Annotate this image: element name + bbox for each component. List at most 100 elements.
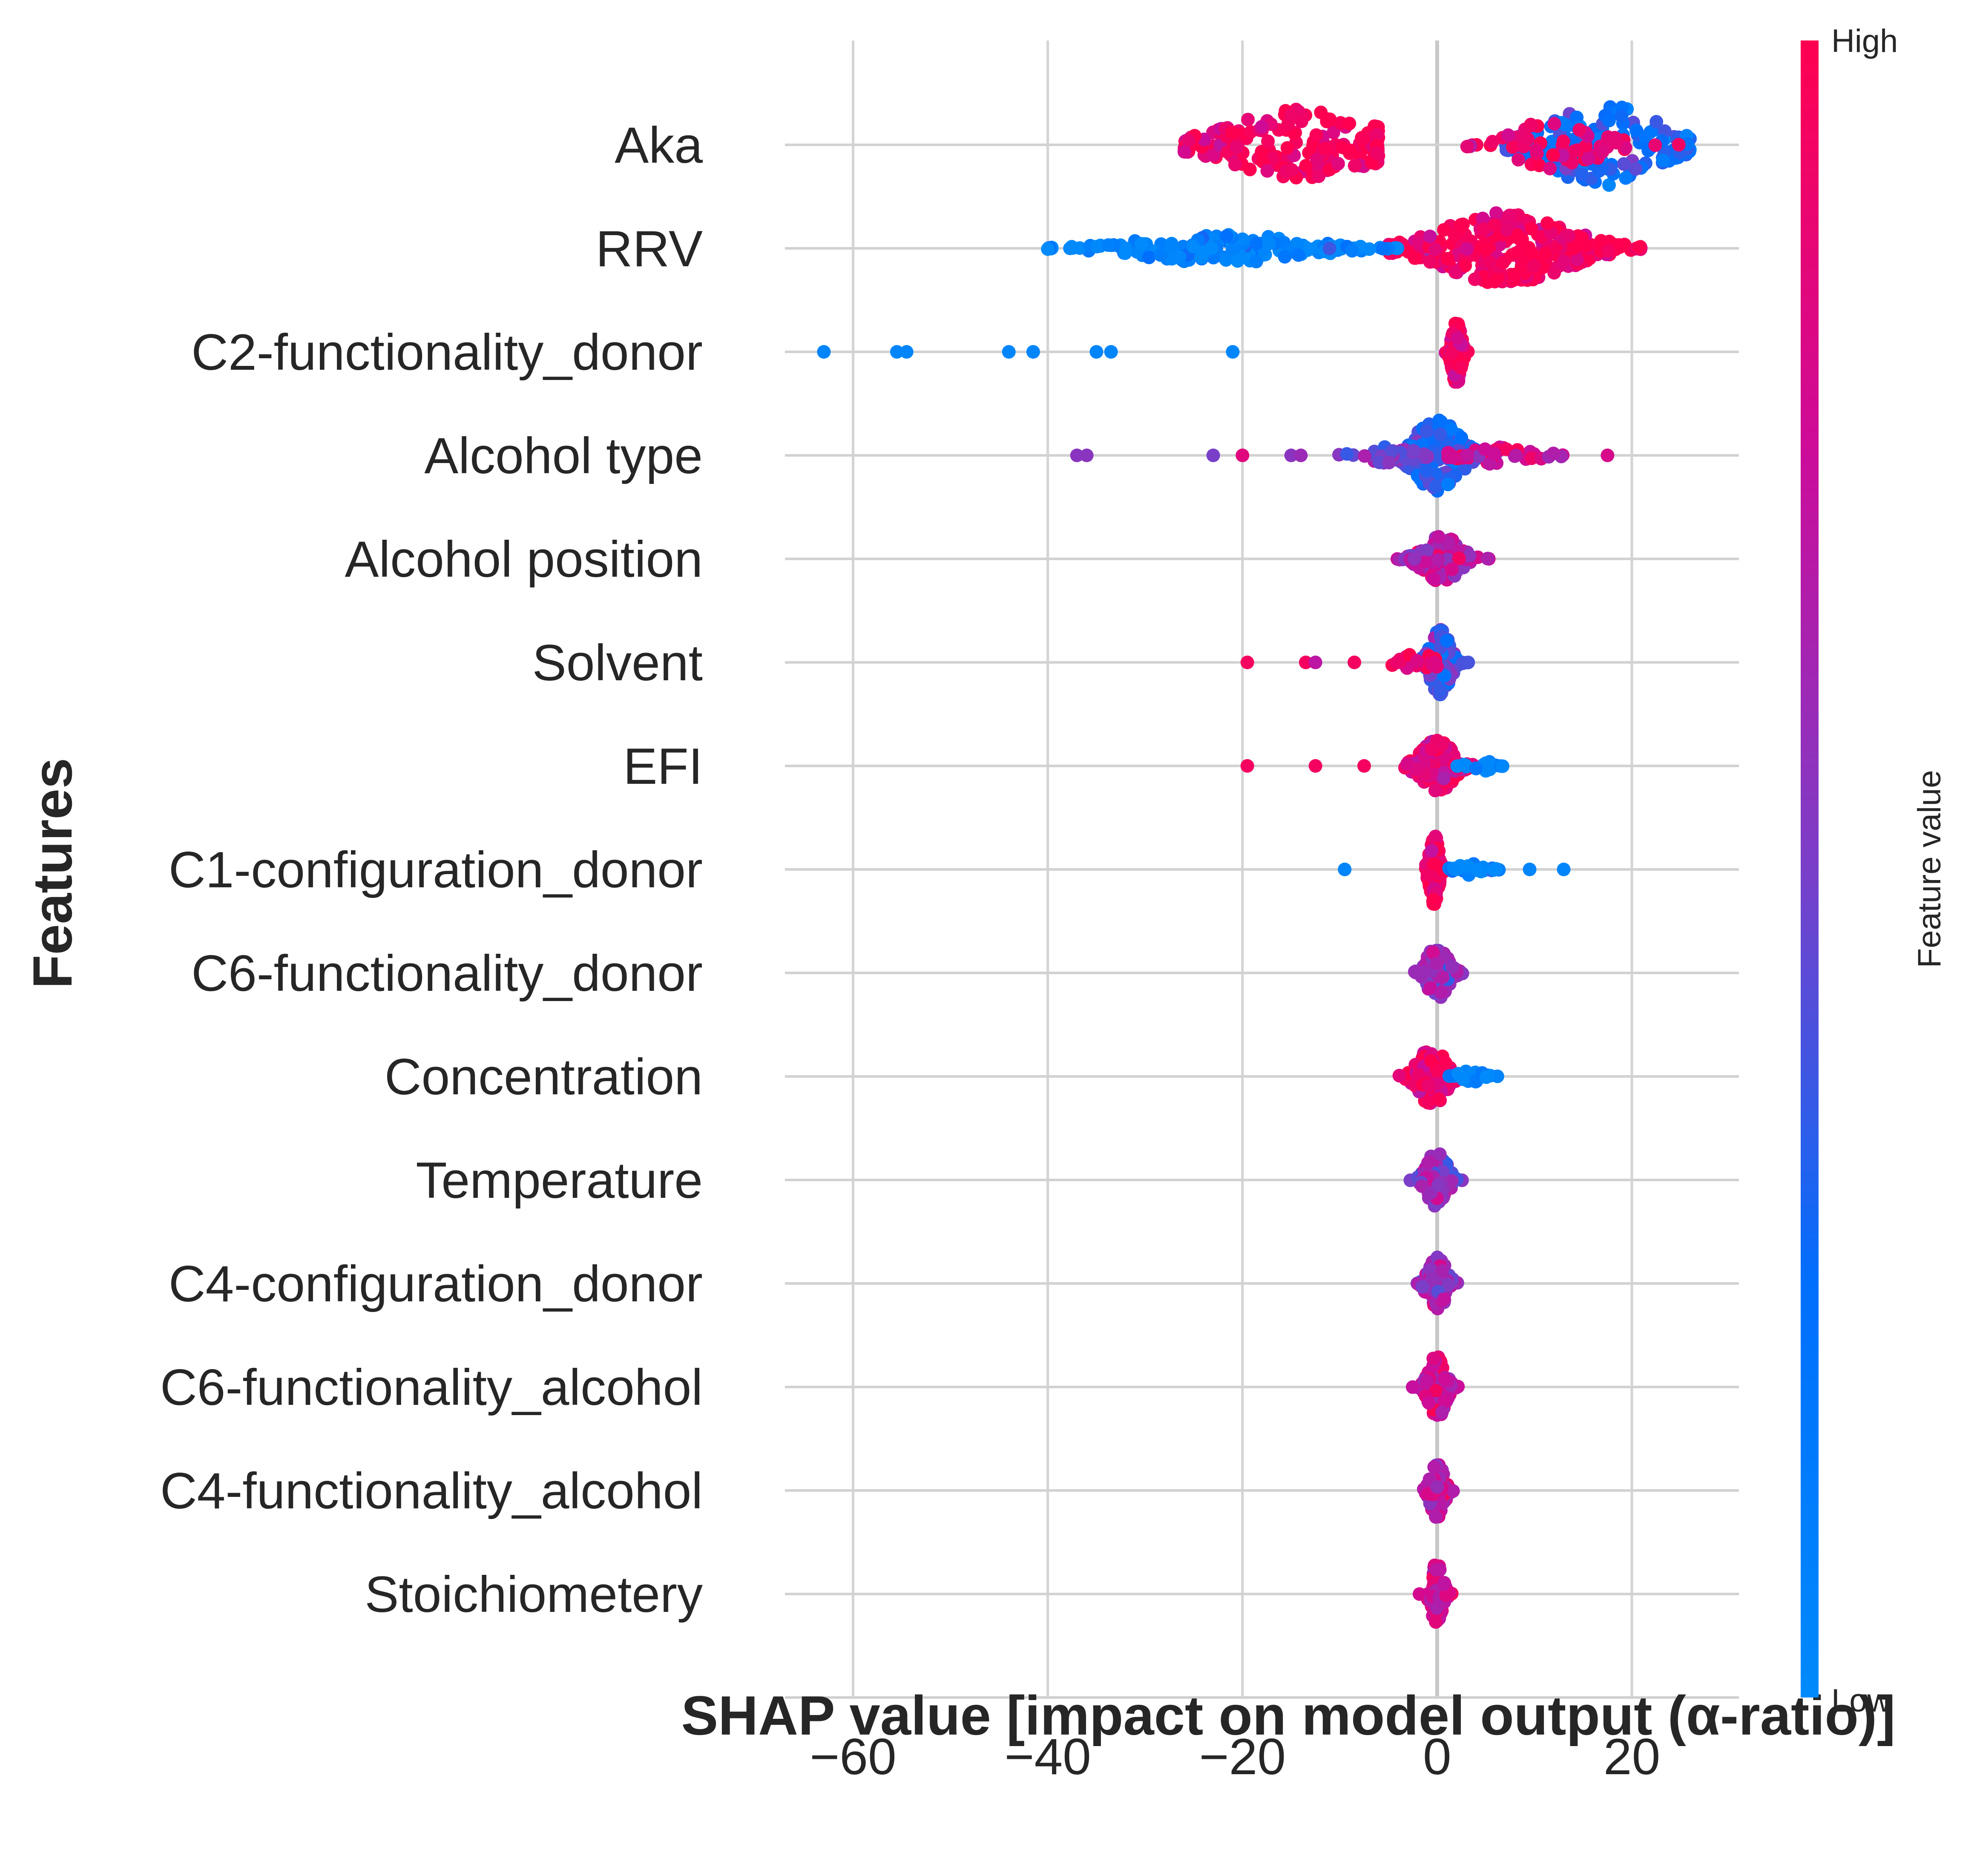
- shap-point: [1433, 684, 1447, 698]
- shap-point: [1429, 1510, 1443, 1524]
- shap-point: [1423, 230, 1437, 243]
- shap-point: [1469, 762, 1483, 776]
- shap-point: [1420, 543, 1434, 557]
- shap-point: [1486, 135, 1500, 149]
- shap-point: [1444, 346, 1458, 360]
- y-axis-title: Features: [21, 758, 83, 989]
- shap-point: [1509, 246, 1523, 260]
- shap-point: [1437, 669, 1451, 683]
- shap-point: [1426, 946, 1440, 960]
- colorbar: High Low Feature value: [1801, 23, 1948, 1719]
- shap-point: [1435, 1264, 1449, 1278]
- shap-point: [1338, 863, 1352, 876]
- shap-point: [1426, 893, 1440, 907]
- shap-point: [890, 345, 904, 359]
- shap-point: [1461, 859, 1475, 873]
- shap-point: [1312, 169, 1326, 183]
- shap-point: [1527, 259, 1541, 273]
- shap-point: [1437, 223, 1451, 237]
- shap-point: [1648, 138, 1662, 152]
- shap-point: [1557, 254, 1571, 268]
- shap-point: [1294, 114, 1308, 128]
- shap-point: [1446, 1484, 1460, 1498]
- shap-point: [1482, 242, 1496, 256]
- shap-point: [1255, 120, 1269, 134]
- shap-point: [1142, 250, 1156, 265]
- shap-point: [1285, 163, 1299, 177]
- shap-point: [1357, 132, 1371, 146]
- shap-point: [1437, 771, 1451, 786]
- shap-point: [1164, 237, 1178, 250]
- shap-point: [1437, 1395, 1451, 1409]
- shap-point: [1226, 345, 1240, 359]
- shap-point: [1540, 216, 1554, 230]
- shap-point: [1420, 424, 1434, 438]
- shap-point: [1629, 162, 1643, 176]
- shap-point: [1489, 206, 1503, 220]
- shap-point: [1440, 252, 1454, 266]
- shap-point: [1425, 742, 1439, 756]
- shap-point: [1460, 140, 1474, 154]
- feature-label: C4-configuration_donor: [169, 1255, 703, 1312]
- shap-point: [1255, 145, 1269, 159]
- shap-point: [1435, 1405, 1449, 1419]
- shap-point: [1629, 123, 1643, 137]
- shap-point: [1458, 259, 1472, 273]
- shap-point: [1240, 656, 1254, 669]
- shap-point: [1619, 171, 1633, 185]
- shap-point: [1376, 242, 1390, 256]
- feature-label: Solvent: [532, 634, 703, 691]
- shap-point: [1385, 444, 1399, 458]
- shap-point: [1172, 250, 1187, 264]
- shap-point: [1525, 118, 1539, 132]
- shap-point: [1390, 656, 1404, 670]
- shap-point: [1450, 759, 1464, 773]
- shap-point: [1104, 345, 1118, 359]
- shap-point: [1407, 444, 1421, 458]
- shap-point: [1425, 844, 1439, 858]
- shap-point: [1309, 128, 1323, 142]
- shap-point: [1435, 738, 1449, 751]
- shap-point: [1220, 229, 1234, 243]
- feature-label: Alcohol position: [345, 531, 703, 588]
- shap-point: [1441, 478, 1455, 492]
- shap-point: [1570, 253, 1584, 267]
- shap-point: [1331, 157, 1345, 171]
- shap-point: [1405, 1380, 1420, 1394]
- shap-point: [1291, 248, 1305, 262]
- shap-point: [1392, 1069, 1406, 1083]
- shap-point: [1348, 159, 1362, 173]
- shap-point: [1432, 413, 1446, 427]
- shap-point: [1322, 242, 1336, 256]
- shap-point: [1340, 447, 1354, 461]
- shap-point: [1463, 549, 1477, 563]
- shap-point: [1429, 1615, 1443, 1629]
- x-tick-label: −40: [1004, 1728, 1091, 1785]
- shap-point: [1538, 247, 1552, 261]
- shap-point: [1236, 232, 1250, 246]
- shap-point: [1525, 222, 1539, 236]
- shap-point: [1511, 152, 1526, 167]
- shap-point: [1118, 242, 1132, 256]
- shap-point: [1421, 1078, 1435, 1092]
- shap-point: [1448, 228, 1462, 242]
- shap-point: [1546, 148, 1560, 162]
- shap-point: [899, 345, 914, 359]
- shap-point: [1575, 167, 1589, 181]
- shap-point: [1230, 140, 1244, 154]
- shap-point: [1261, 134, 1275, 148]
- shap-point: [1491, 271, 1505, 285]
- shap-point: [1249, 255, 1263, 268]
- shap-point: [1439, 1588, 1453, 1603]
- shap-point: [1260, 164, 1274, 178]
- shap-point: [1506, 140, 1520, 154]
- shap-point: [1318, 141, 1332, 155]
- shap-point: [1525, 451, 1539, 465]
- shap-point: [1428, 656, 1441, 670]
- shap-point: [1507, 268, 1521, 282]
- shap-point: [1601, 244, 1615, 258]
- shap-point: [1532, 158, 1546, 173]
- shap-point: [1408, 552, 1422, 566]
- shap-point: [1070, 449, 1084, 462]
